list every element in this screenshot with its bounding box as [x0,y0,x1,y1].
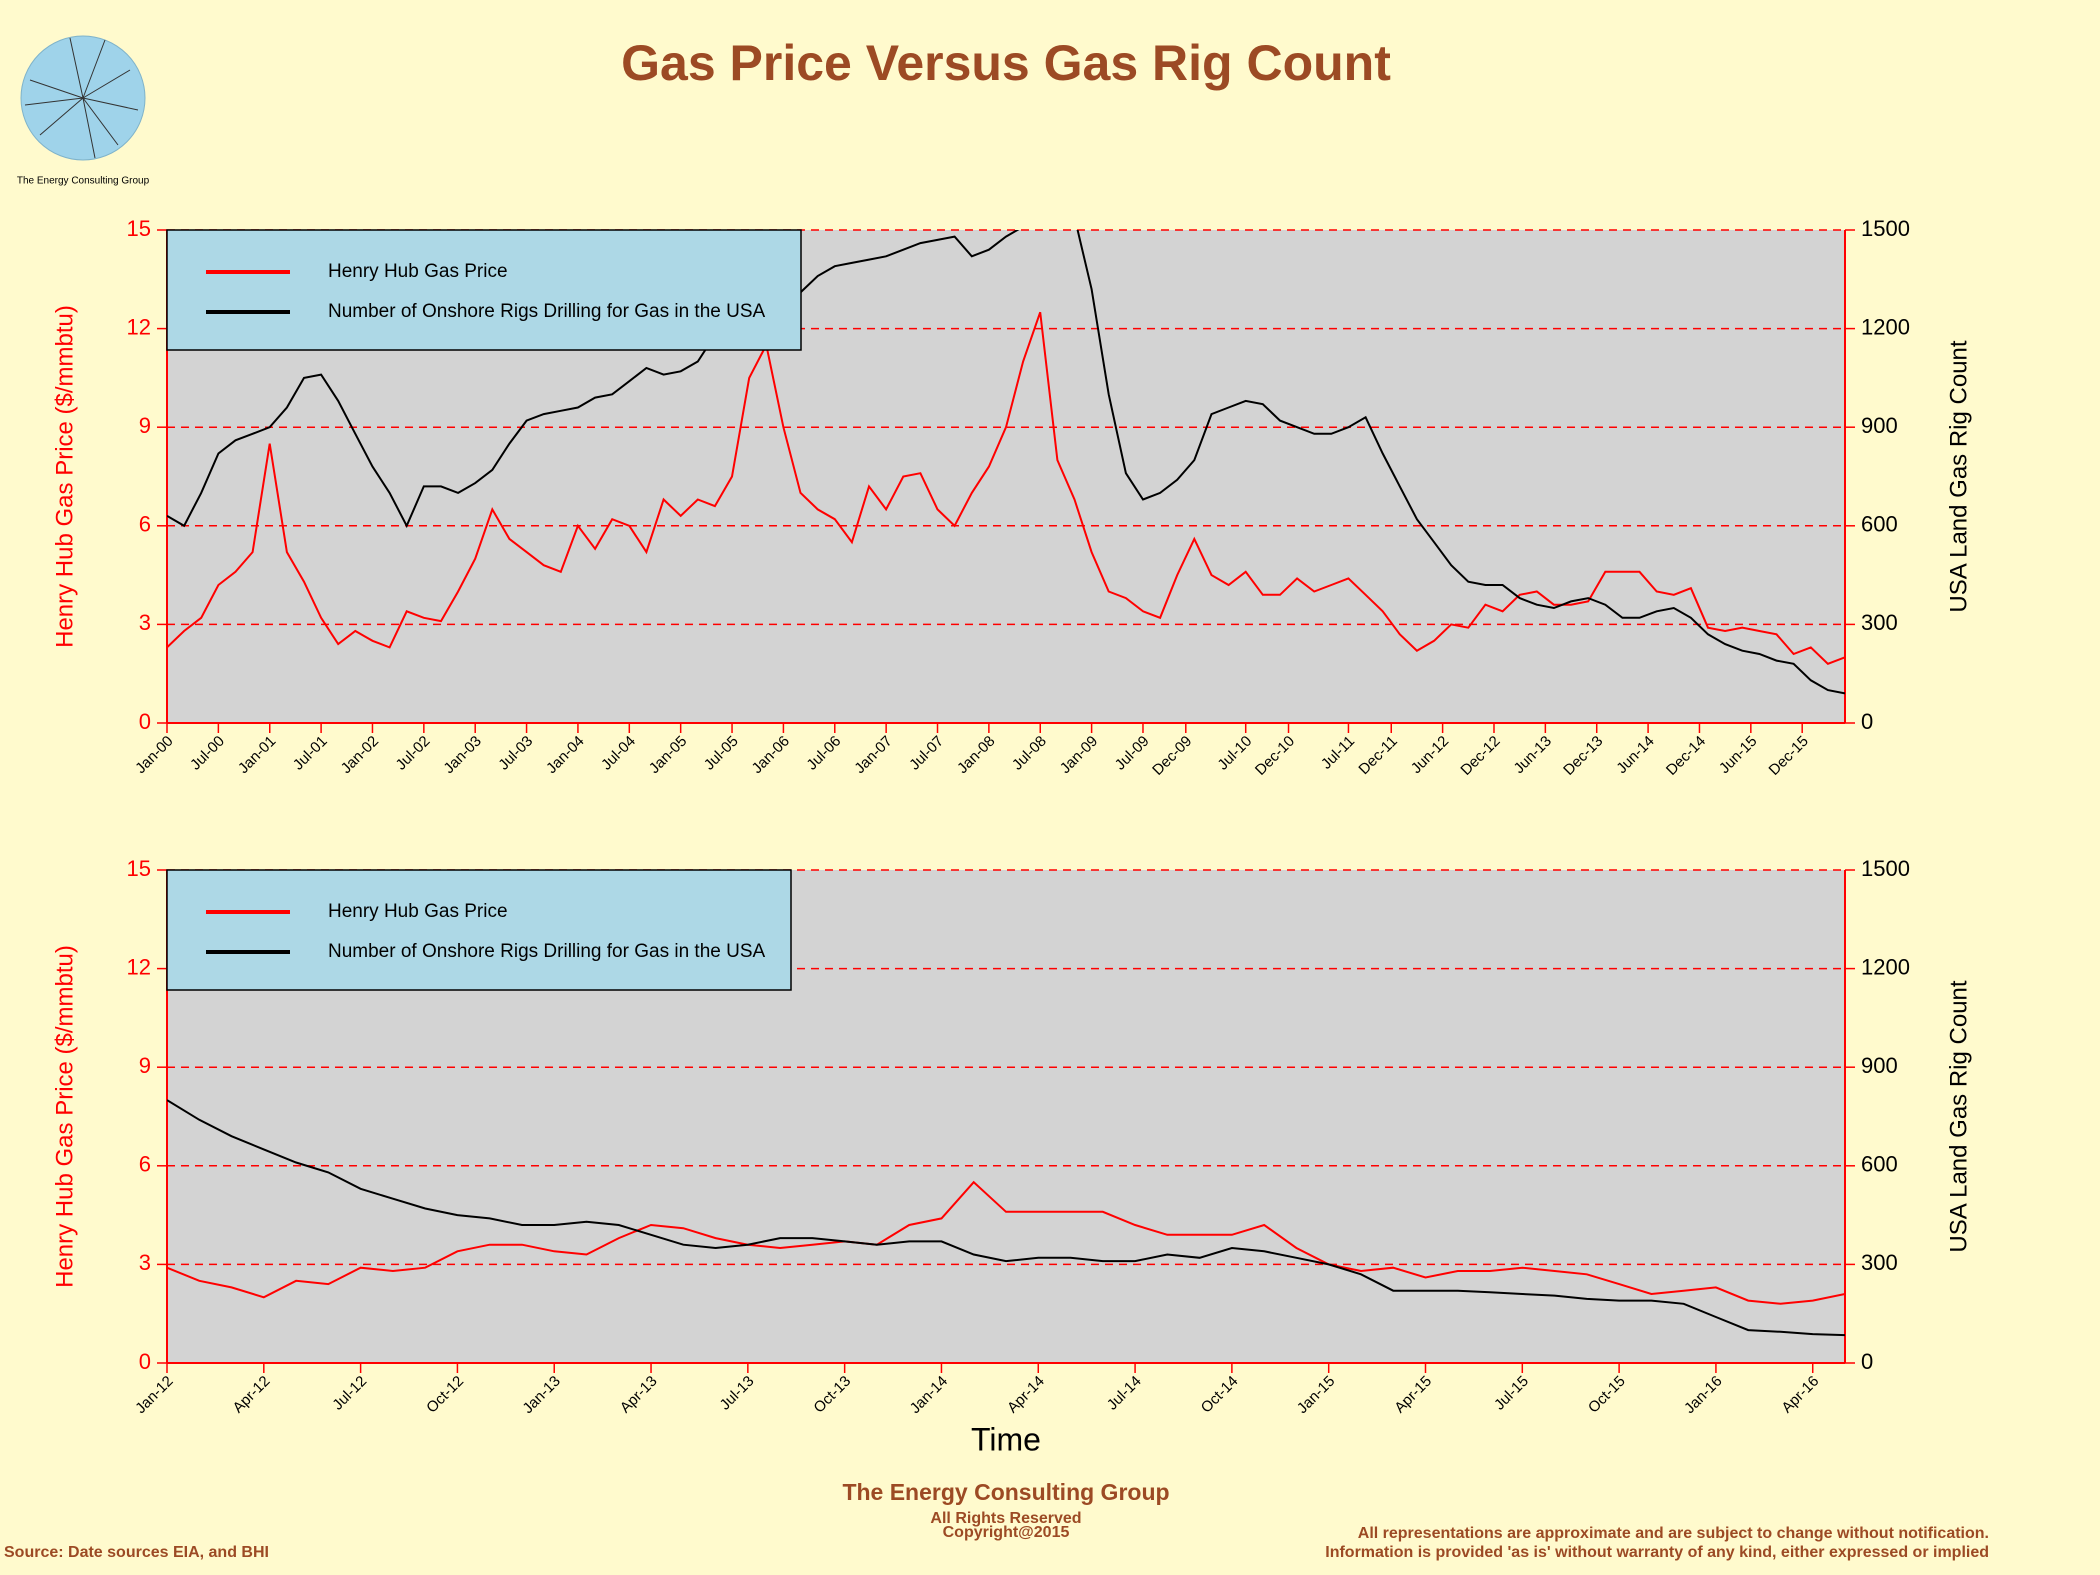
y-tick-label: 3 [139,1250,151,1275]
y-tick-label: 15 [127,216,151,241]
legend-label: Henry Hub Gas Price [328,261,508,282]
y2-axis-title: USA Land Gas Rig Count [1945,980,1972,1252]
x-axis-title: Time [971,1421,1041,1457]
y2-tick-label: 600 [1861,1152,1898,1177]
y-tick-label: 9 [139,413,151,438]
legend-box [166,869,792,991]
y2-tick-label: 1500 [1861,216,1910,241]
y-tick-label: 9 [139,1053,151,1078]
logo-spiral [24,37,139,159]
y2-tick-label: 900 [1861,413,1898,438]
y-axis-title: Henry Hub Gas Price ($/mmbtu) [51,305,78,648]
footer-disclaimer: Information is provided 'as is' without … [1325,1544,1989,1561]
y-tick-label: 3 [139,610,151,635]
y-axis-title: Henry Hub Gas Price ($/mmbtu) [51,945,78,1288]
y2-tick-label: 1200 [1861,954,1910,979]
legend-label: Number of Onshore Rigs Drilling for Gas … [328,941,765,962]
footer-copyright: Copyright@2015 [943,1524,1070,1541]
y2-tick-label: 600 [1861,512,1898,537]
y-tick-label: 15 [127,856,151,881]
footer-rights: All Rights Reserved [930,1510,1081,1527]
footer-source: Source: Date sources EIA, and BHI [4,1544,269,1561]
series-line [167,1180,1845,1305]
legend-label: Henry Hub Gas Price [328,901,508,922]
series-line [167,230,1845,695]
logo-text: The Energy Consulting Group [17,176,150,187]
y2-tick-label: 1200 [1861,314,1910,339]
y2-tick-label: 0 [1861,709,1873,734]
footer-company: The Energy Consulting Group [842,1479,1169,1505]
y2-tick-label: 300 [1861,1250,1898,1275]
series-line [167,1099,1845,1337]
footer-disclaimer: All representations are approximate and … [1358,1525,1989,1542]
y-tick-label: 0 [139,1349,151,1374]
legend-label: Number of Onshore Rigs Drilling for Gas … [328,301,765,322]
logo [20,35,146,161]
y-tick-label: 0 [139,709,151,734]
y2-tick-label: 900 [1861,1053,1898,1078]
y2-tick-label: 300 [1861,610,1898,635]
y-tick-label: 12 [127,314,151,339]
y2-axis-title: USA Land Gas Rig Count [1945,340,1972,612]
y-tick-label: 6 [139,512,151,537]
y2-tick-label: 1500 [1861,856,1910,881]
y-tick-label: 6 [139,1152,151,1177]
page-title: Gas Price Versus Gas Rig Count [621,35,1391,91]
legend-box [166,229,802,351]
y-tick-label: 12 [127,954,151,979]
series-line [167,311,1845,665]
y2-tick-label: 0 [1861,1349,1873,1374]
